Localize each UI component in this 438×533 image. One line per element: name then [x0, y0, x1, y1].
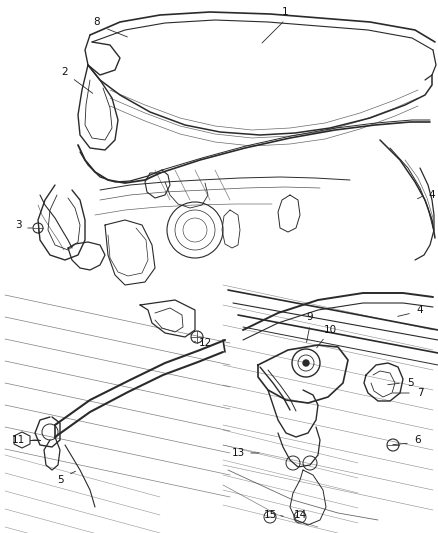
Text: 7: 7: [417, 388, 423, 398]
Text: 15: 15: [263, 510, 277, 520]
Text: 9: 9: [307, 312, 313, 322]
Circle shape: [303, 360, 309, 366]
Text: 1: 1: [282, 7, 288, 17]
Text: 5: 5: [407, 378, 413, 388]
Text: 13: 13: [231, 448, 245, 458]
Text: 11: 11: [11, 435, 25, 445]
Text: 4: 4: [417, 305, 423, 315]
Text: 5: 5: [57, 475, 64, 485]
Text: 4: 4: [429, 190, 435, 200]
Text: 2: 2: [62, 67, 68, 77]
Text: 12: 12: [198, 338, 212, 348]
Text: 3: 3: [15, 220, 21, 230]
Text: 8: 8: [94, 17, 100, 27]
Text: 14: 14: [293, 510, 307, 520]
Text: 10: 10: [323, 325, 336, 335]
Text: 6: 6: [415, 435, 421, 445]
